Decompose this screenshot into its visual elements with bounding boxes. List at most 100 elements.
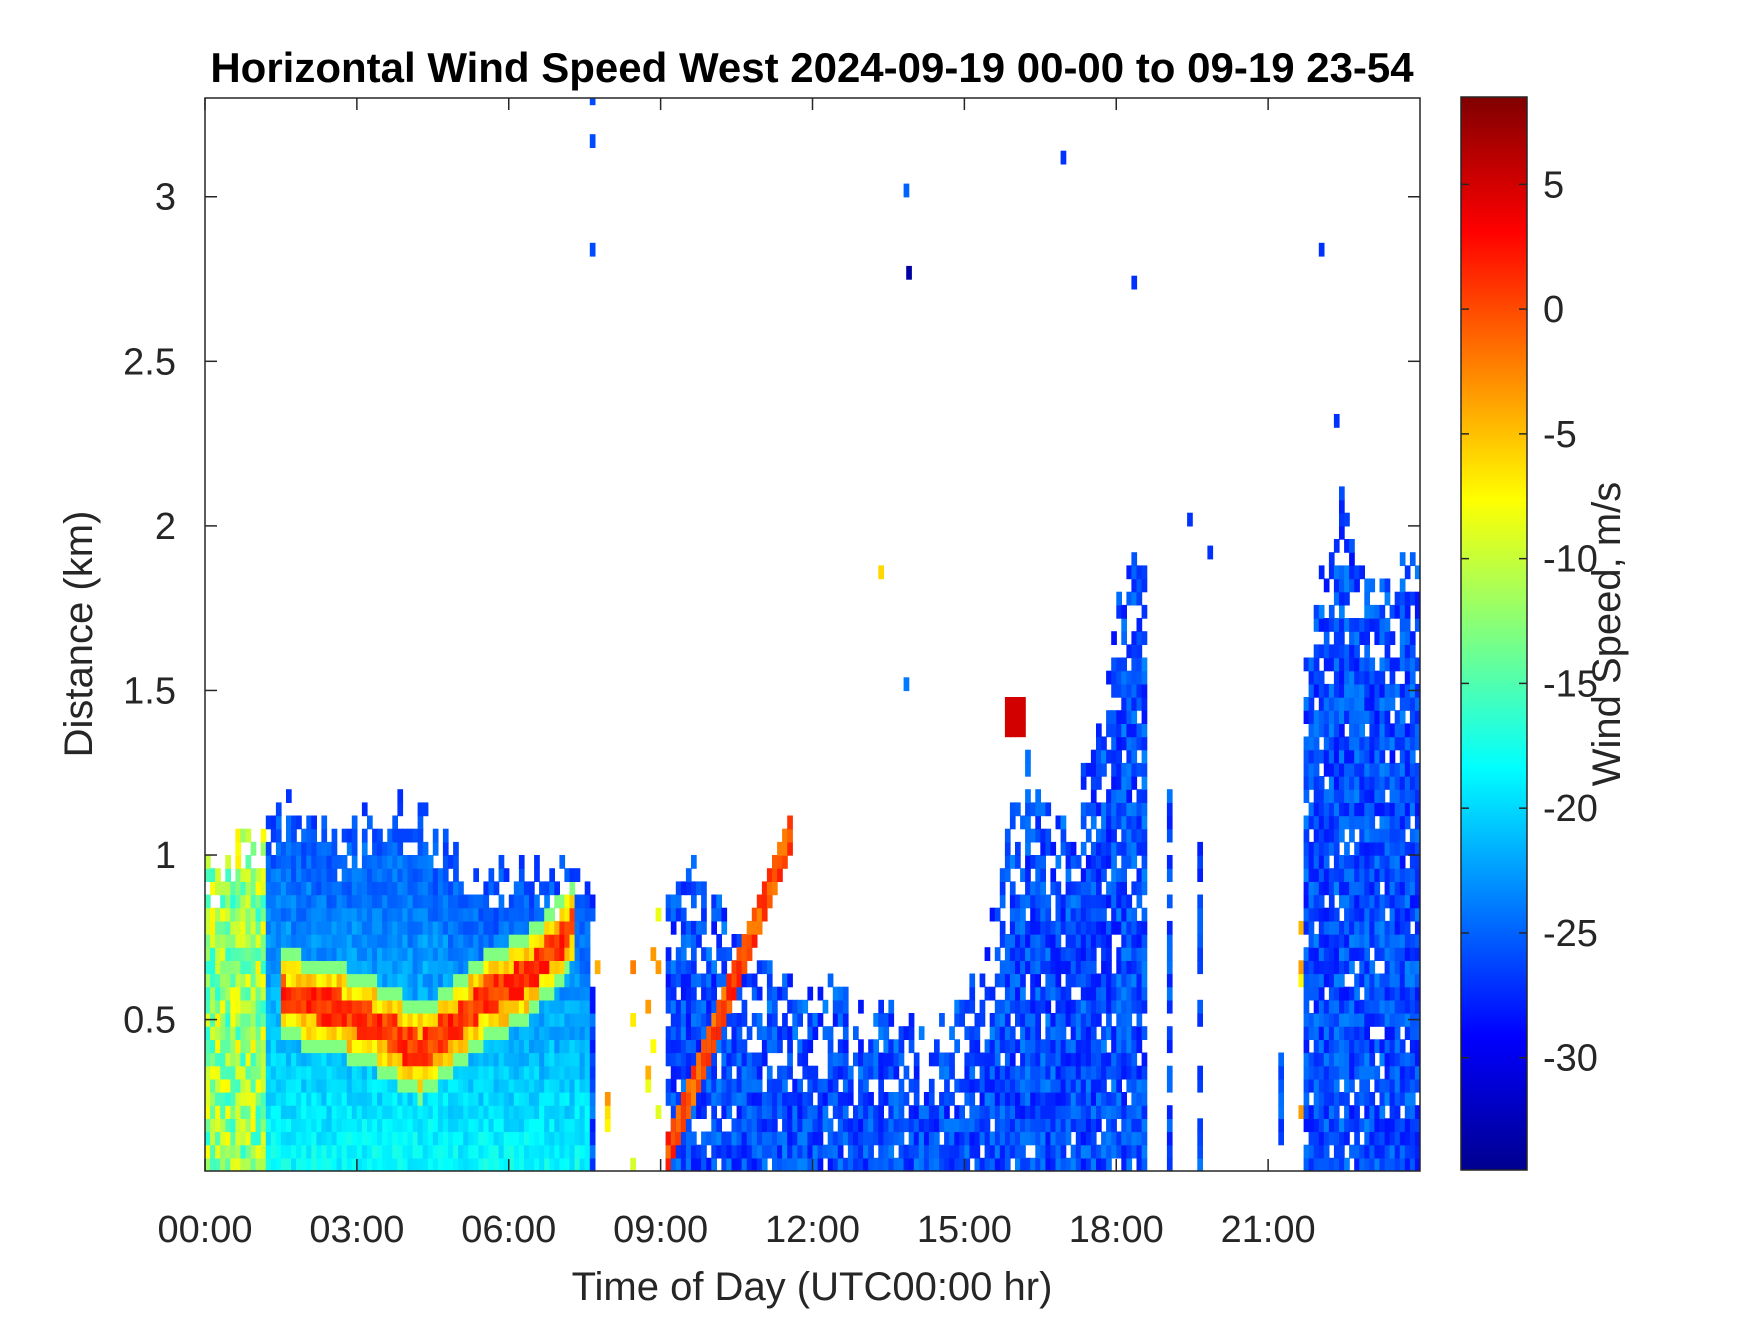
heatmap-cell [453, 920, 459, 935]
heatmap-cell [680, 986, 687, 1001]
heatmap-cell [1101, 749, 1107, 764]
heatmap-cell [721, 1092, 728, 1106]
heatmap-cell [1141, 1157, 1148, 1171]
heatmap-cell [812, 1013, 819, 1027]
heatmap-cell [959, 999, 965, 1014]
heatmap-cell [574, 1013, 581, 1027]
heatmap-cell [235, 1013, 242, 1027]
heatmap-cell [1096, 1157, 1102, 1171]
heatmap-cell [1369, 828, 1376, 843]
heatmap-cell [1414, 710, 1420, 724]
heatmap-cell [1409, 1065, 1416, 1080]
heatmap-cell [716, 973, 722, 988]
heatmap-cell [817, 1118, 824, 1133]
heatmap-cell [341, 828, 348, 843]
heatmap-cell [1065, 894, 1072, 909]
heatmap-cell [1364, 907, 1370, 922]
heatmap-cell [1035, 855, 1041, 869]
heatmap-cell [741, 1039, 748, 1054]
heatmap-cell [1303, 920, 1310, 935]
heatmap-cell [1025, 999, 1031, 1014]
heatmap-cell [260, 828, 267, 843]
heatmap-cell [1404, 986, 1411, 1001]
heatmap-cell [539, 999, 545, 1014]
heatmap-cell [701, 1039, 707, 1054]
heatmap-cell [1035, 894, 1041, 909]
heatmap-cell [751, 1118, 758, 1133]
heatmap-cell [1384, 934, 1391, 948]
heatmap-cell [1364, 1092, 1370, 1106]
heatmap-cell [205, 1118, 211, 1133]
heatmap-cell [367, 815, 373, 830]
heatmap-cell [336, 1131, 343, 1146]
heatmap-cell [361, 868, 368, 882]
heatmap-cell [736, 934, 743, 948]
heatmap-cell [837, 999, 844, 1014]
heatmap-cell [994, 1157, 1001, 1171]
heatmap-cell [559, 1157, 566, 1171]
heatmap-cell [518, 934, 525, 948]
heatmap-cell [397, 828, 404, 843]
heatmap-cell [270, 1065, 277, 1080]
heatmap-cell [306, 907, 312, 922]
heatmap-cell [336, 1065, 343, 1080]
heatmap-cell [1050, 1144, 1057, 1159]
heatmap-cell [787, 973, 793, 988]
y-axis: 0.511.522.53 [123, 177, 1420, 1042]
heatmap-cell [685, 868, 692, 882]
heatmap-cell [245, 947, 252, 961]
heatmap-cell [1308, 815, 1315, 830]
heatmap-cell [1328, 1026, 1335, 1040]
heatmap-cell [1389, 973, 1396, 988]
heatmap-cell [275, 1092, 282, 1106]
x-tick-label: 15:00 [917, 1209, 1012, 1251]
heatmap-cell [832, 1078, 839, 1093]
heatmap-cell [483, 934, 490, 948]
heatmap-cell [356, 1105, 363, 1119]
heatmap-cell [1126, 683, 1133, 698]
heatmap-cell [1050, 1157, 1057, 1171]
heatmap-cell [442, 986, 449, 1001]
heatmap-cell [1414, 1039, 1420, 1054]
heatmap-cell [250, 1144, 257, 1159]
heatmap-cell [1090, 960, 1097, 975]
heatmap-cell [1389, 1144, 1396, 1159]
heatmap-cell [939, 1052, 945, 1067]
heatmap-cell [1389, 1092, 1396, 1106]
heatmap-cell [458, 1052, 464, 1067]
heatmap-cell [847, 1157, 854, 1171]
heatmap-cell [1035, 1157, 1041, 1171]
heatmap-cell [822, 999, 829, 1014]
heatmap-cell [999, 1065, 1006, 1080]
heatmap-cell [1090, 841, 1097, 856]
heatmap-cell [336, 1039, 343, 1054]
heatmap-cell [432, 881, 439, 896]
heatmap-cell [341, 1092, 348, 1106]
heatmap-cell [584, 920, 591, 935]
heatmap-cell [706, 986, 712, 1001]
heatmap-cell [1136, 723, 1143, 738]
heatmap-cell [974, 1131, 981, 1146]
heatmap-cell [1131, 881, 1138, 896]
heatmap-cell [756, 1105, 763, 1119]
heatmap-cell [1369, 697, 1376, 711]
heatmap-cell [589, 894, 596, 909]
heatmap-cell [812, 1118, 819, 1133]
heatmap-cell [427, 986, 434, 1001]
heatmap-cell [1364, 657, 1370, 672]
heatmap-cell [367, 1078, 373, 1093]
heatmap-cell [1369, 1065, 1376, 1080]
heatmap-cell [1303, 1144, 1310, 1159]
heatmap-cell [523, 934, 530, 948]
heatmap-cell [1035, 1118, 1041, 1133]
heatmap-cell [1344, 802, 1350, 817]
heatmap-cell [731, 1052, 738, 1067]
heatmap-cell [1389, 934, 1396, 948]
heatmap-cell [853, 1118, 859, 1133]
heatmap-cell [1065, 1065, 1072, 1080]
heatmap-cell [442, 881, 449, 896]
heatmap-cell [1369, 618, 1376, 632]
heatmap-cell [407, 1026, 414, 1040]
heatmap-cell [554, 973, 560, 988]
heatmap-cell [225, 1026, 231, 1040]
